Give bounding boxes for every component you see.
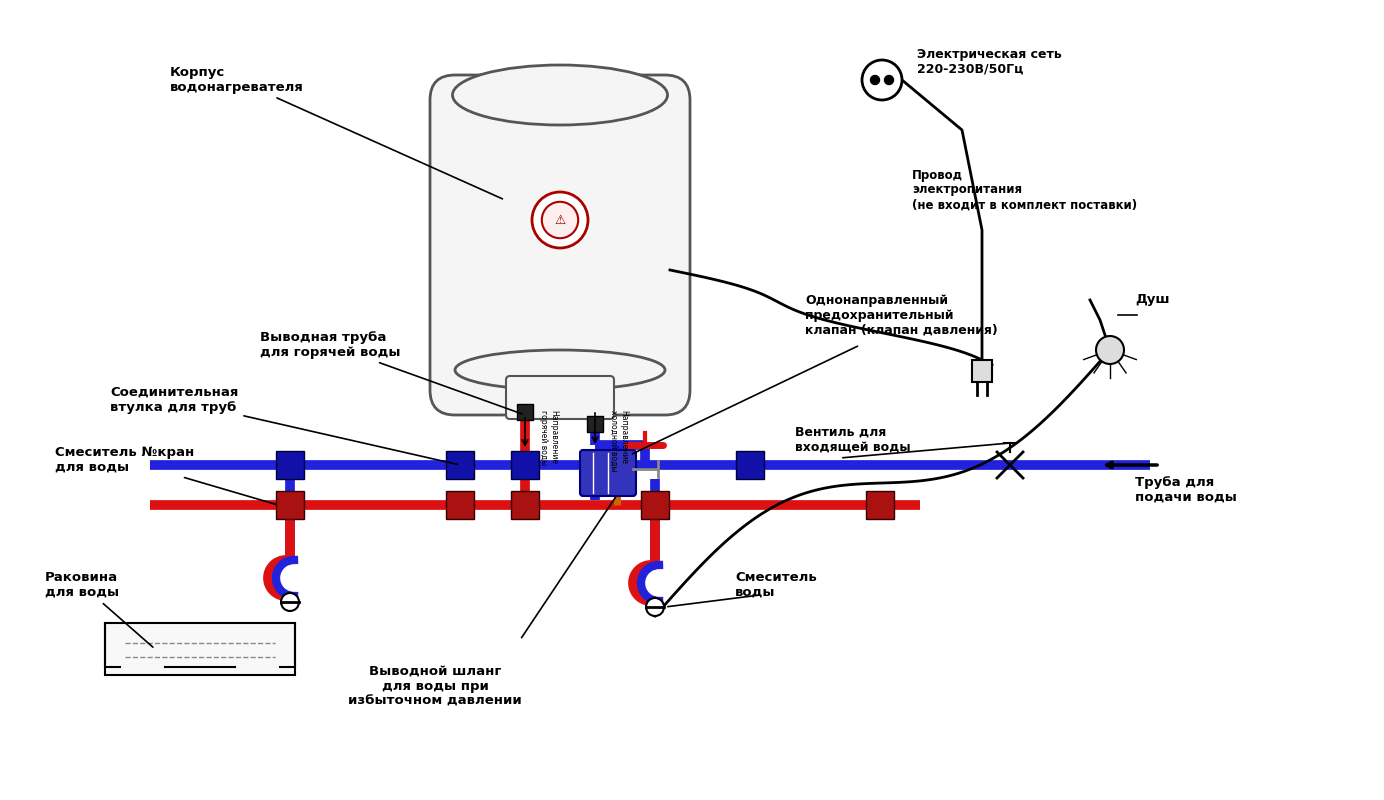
Bar	[446, 451, 473, 479]
Circle shape	[1096, 336, 1124, 364]
Circle shape	[646, 598, 664, 616]
Bar	[511, 451, 538, 479]
Bar	[446, 491, 473, 519]
Bar	[105, 623, 295, 675]
Bar	[581, 451, 609, 479]
Bar	[866, 491, 894, 519]
Bar	[511, 491, 538, 519]
Text: Раковина
для воды: Раковина для воды	[46, 571, 152, 647]
Circle shape	[862, 60, 902, 100]
Bar	[518, 404, 533, 420]
Text: Выводная труба
для горячей воды: Выводная труба для горячей воды	[260, 331, 522, 414]
Text: Направление
холодной воды: Направление холодной воды	[609, 410, 628, 471]
Bar	[736, 451, 764, 479]
Ellipse shape	[455, 350, 664, 390]
Text: Провод
электропитания
(не входит в комплект поставки): Провод электропитания (не входит в компл…	[912, 169, 1138, 211]
Bar	[641, 491, 668, 519]
Text: Направление
горячей воды: Направление горячей воды	[538, 410, 558, 465]
Text: Корпус
водонагревателя: Корпус водонагревателя	[170, 66, 502, 199]
Circle shape	[884, 75, 894, 85]
Ellipse shape	[453, 65, 667, 125]
Bar	[972, 360, 992, 382]
Bar	[587, 416, 603, 432]
Text: Электрическая сеть
220-230В/50Гц: Электрическая сеть 220-230В/50Гц	[918, 48, 1062, 76]
Text: Выводной шланг
для воды при
избыточном давлении: Выводной шланг для воды при избыточном д…	[349, 665, 522, 708]
FancyBboxPatch shape	[507, 376, 614, 419]
FancyBboxPatch shape	[580, 450, 637, 496]
Text: Однонаправленный
предохранительный
клапан (клапан давления): Однонаправленный предохранительный клапа…	[805, 294, 998, 337]
Circle shape	[871, 75, 879, 85]
Text: ⚠: ⚠	[555, 214, 566, 226]
Circle shape	[281, 593, 299, 611]
Bar	[275, 491, 304, 519]
Circle shape	[531, 192, 588, 248]
Text: Душ: Душ	[1135, 294, 1169, 306]
Bar	[275, 451, 304, 479]
FancyBboxPatch shape	[430, 75, 691, 415]
Text: Смеситель №кран
для воды: Смеситель №кран для воды	[55, 446, 275, 504]
Circle shape	[541, 202, 579, 238]
Text: Вентиль для
входящей воды: Вентиль для входящей воды	[794, 426, 911, 454]
Text: Соединительная
втулка для труб: Соединительная втулка для труб	[109, 386, 457, 464]
Text: Труба для
подачи воды: Труба для подачи воды	[1135, 476, 1237, 504]
Text: Смеситель
воды: Смеситель воды	[735, 571, 817, 599]
